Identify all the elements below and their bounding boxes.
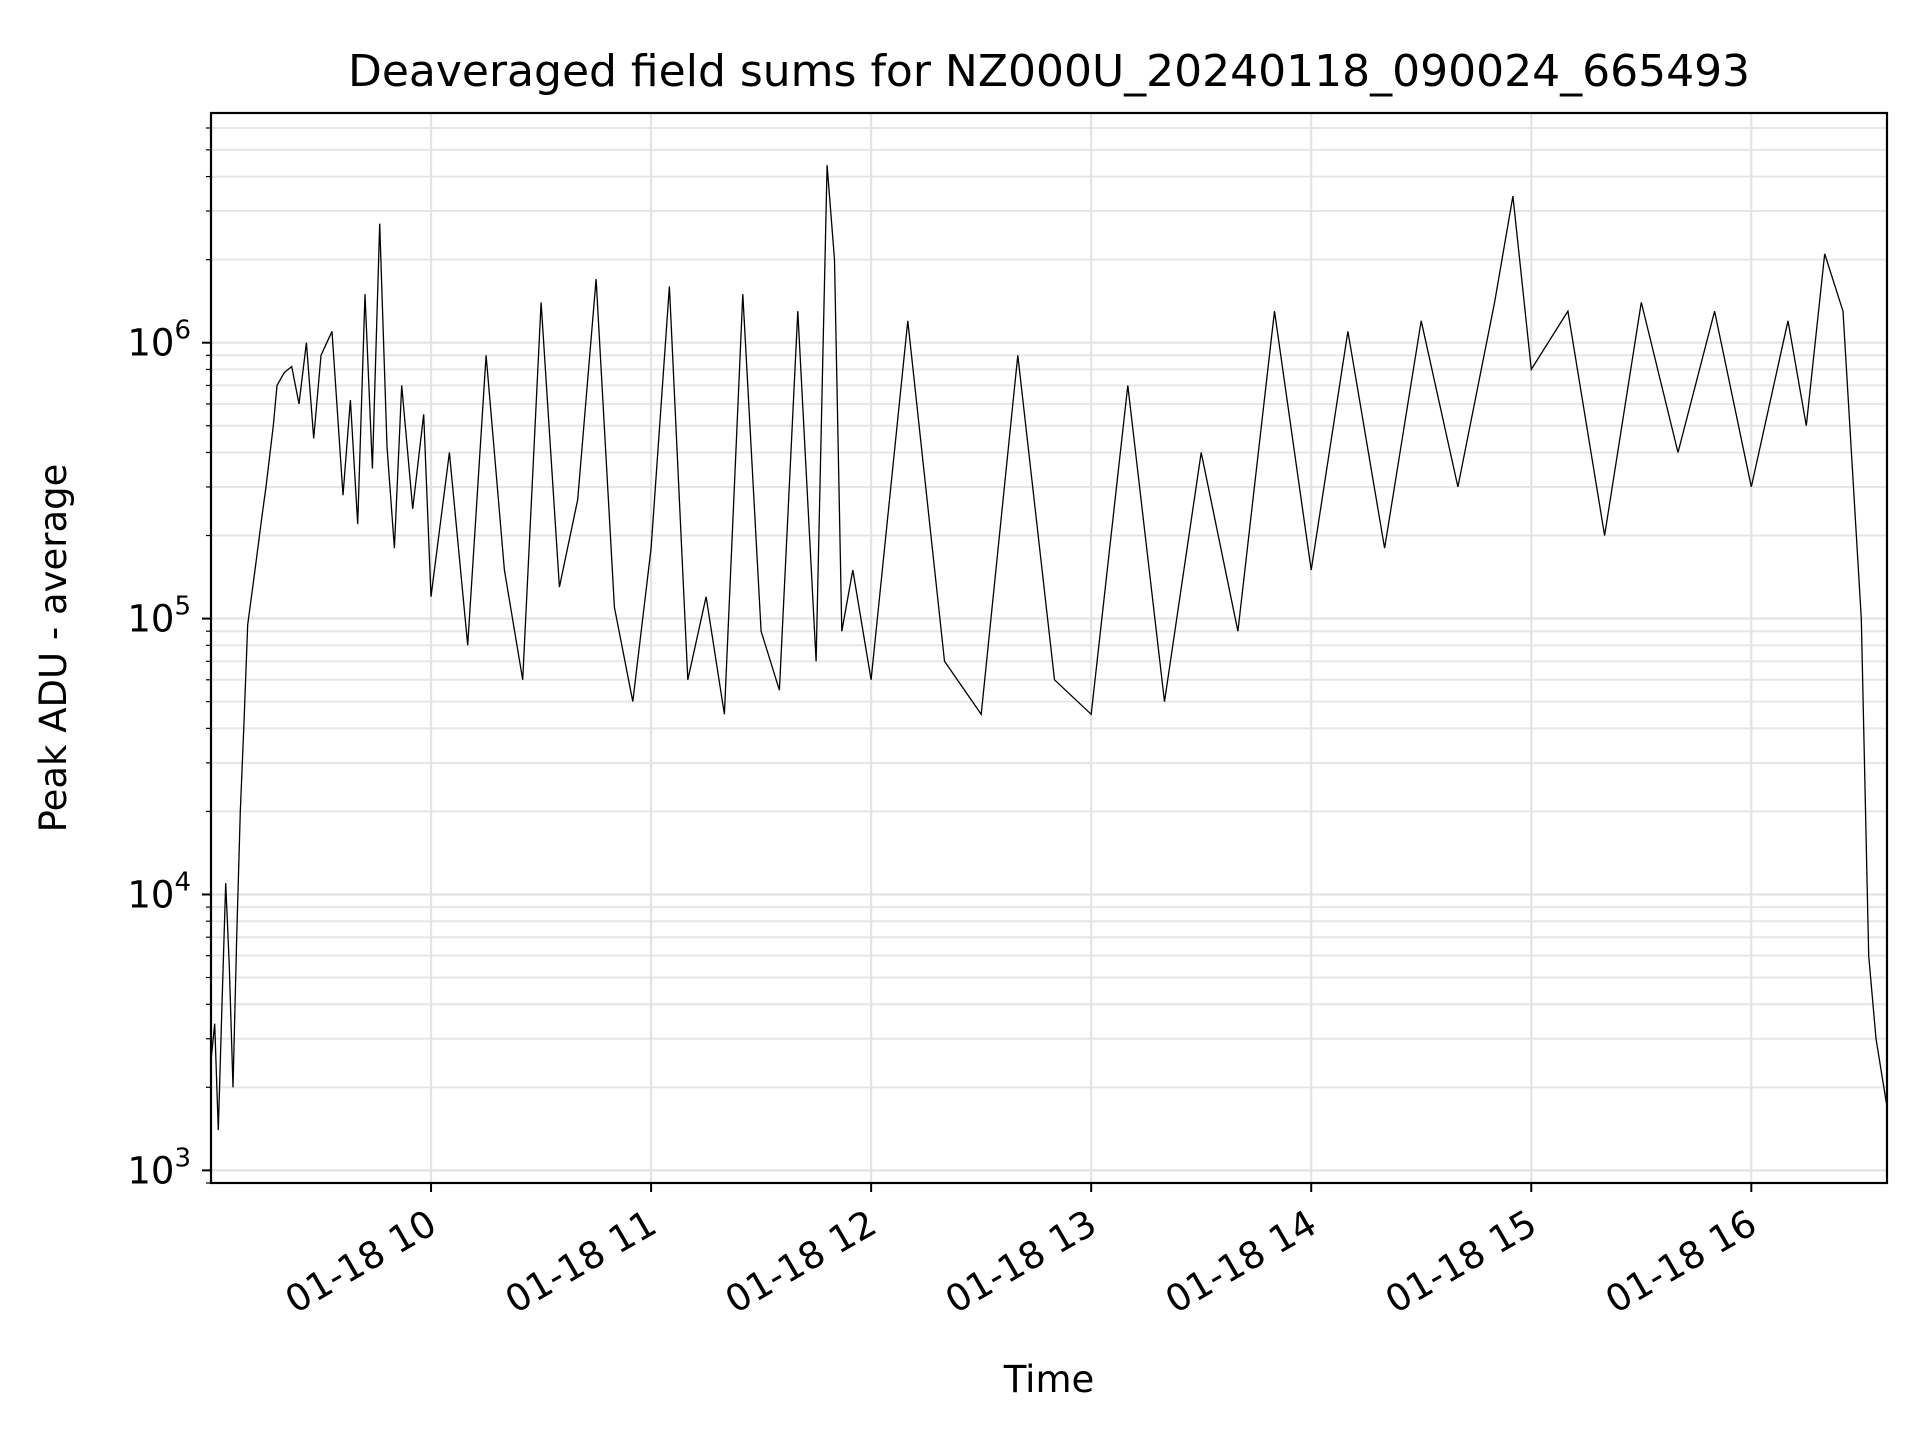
chart-title: Deaveraged field sums for NZ000U_2024011… (348, 46, 1750, 97)
y-tick-label: 104 (127, 867, 191, 916)
y-tick-label: 103 (127, 1143, 191, 1192)
y-tick-label: 105 (127, 592, 191, 641)
x-axis-label: Time (1003, 1358, 1095, 1401)
plot-frame (209, 111, 1889, 1185)
y-tick-label: 106 (127, 316, 191, 365)
y-axis-label: Peak ADU - average (32, 464, 75, 833)
series-layer (210, 165, 1888, 1131)
series-line (210, 165, 1888, 1131)
grid (211, 113, 1887, 1184)
